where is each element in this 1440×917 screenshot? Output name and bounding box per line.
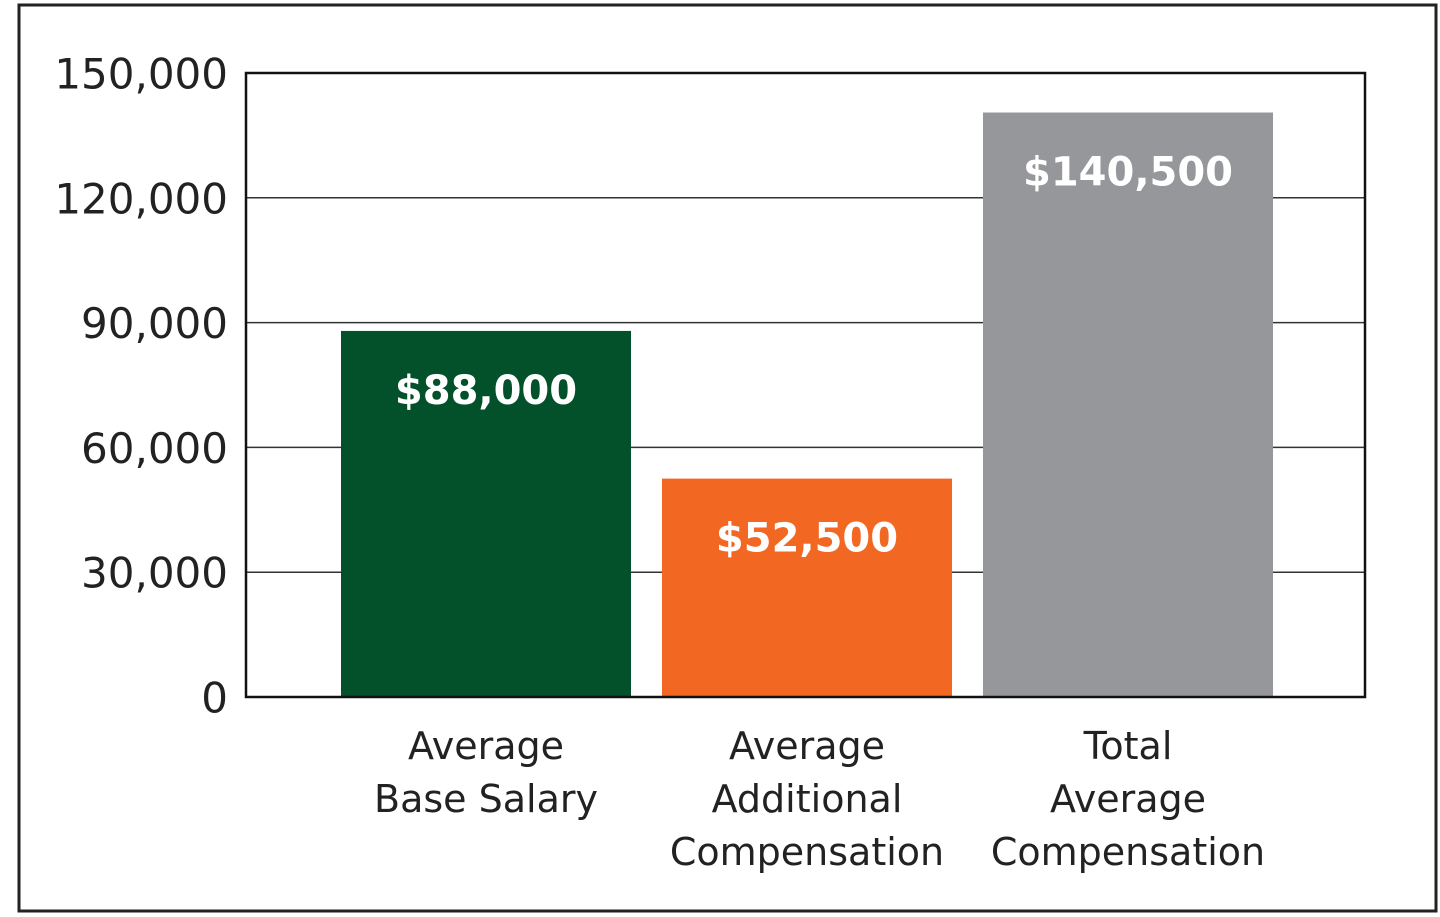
x-tick-label: Average Base Salary bbox=[374, 724, 598, 821]
y-tick-label: 150,000 bbox=[54, 50, 228, 99]
y-tick-label: 120,000 bbox=[54, 174, 228, 223]
value-label: $88,000 bbox=[395, 368, 577, 414]
value-label: $140,500 bbox=[1023, 150, 1233, 196]
y-tick-label: 0 bbox=[201, 674, 228, 723]
value-label: $52,500 bbox=[716, 516, 898, 562]
plot-border bbox=[244, 71, 1367, 699]
y-tick-label: 30,000 bbox=[81, 549, 228, 598]
bar bbox=[983, 112, 1273, 697]
x-tick-label: Average Additional Compensation bbox=[670, 724, 944, 874]
x-tick-label: Total Average Compensation bbox=[991, 724, 1265, 874]
bar bbox=[341, 330, 631, 697]
y-tick-label: 90,000 bbox=[81, 299, 228, 348]
y-tick-label: 60,000 bbox=[81, 424, 228, 473]
bar bbox=[662, 478, 952, 697]
